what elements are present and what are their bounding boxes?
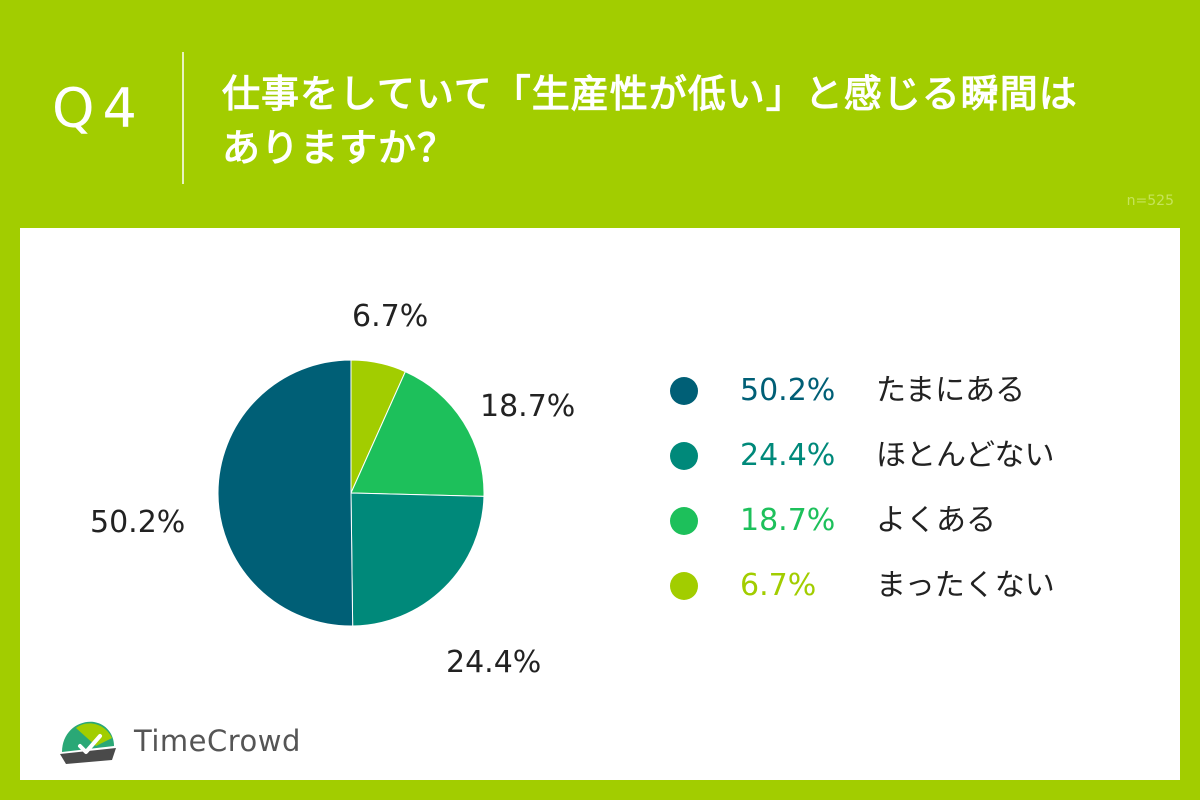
legend-dot <box>670 377 698 405</box>
legend-dot <box>670 572 698 600</box>
legend-item: 24.4% ほとんどない <box>670 436 1170 476</box>
timecrowd-logo: TimeCrowd <box>56 716 356 766</box>
legend-item: 6.7% まったくない <box>670 566 1170 606</box>
legend-label: ほとんどない <box>876 438 1055 473</box>
legend-label: よくある <box>876 503 996 538</box>
sample-size-label: n=525 <box>1126 193 1174 209</box>
chart-panel: 6.7% 18.7% 24.4% 50.2% 50.2% たまにある 24.4%… <box>20 228 1180 780</box>
legend-item: 18.7% よくある <box>670 501 1170 541</box>
timecrowd-logo-icon <box>60 721 116 764</box>
data-label-slice-1: 18.7% <box>480 389 576 424</box>
data-label-slice-3: 50.2% <box>90 505 186 540</box>
data-label-slice-2: 24.4% <box>446 645 542 680</box>
pie-chart <box>217 359 485 627</box>
data-label-slice-0: 6.7% <box>352 299 429 334</box>
legend-dot <box>670 442 698 470</box>
pie-slice-1 <box>350 370 485 497</box>
question-number: Q4 <box>52 77 145 140</box>
pie-slice-3 <box>217 359 354 627</box>
pie-slice-2 <box>350 492 485 627</box>
legend-item: 50.2% たまにある <box>670 371 1170 411</box>
timecrowd-logo-text: TimeCrowd <box>134 724 301 758</box>
header: Q4 仕事をしていて「生産性が低い」と感じる瞬間は ありますか？ n=525 <box>0 0 1200 225</box>
legend-label: まったくない <box>876 568 1055 603</box>
legend-dot <box>670 507 698 535</box>
legend-percent: 6.7% <box>740 568 817 603</box>
legend-label: たまにある <box>876 373 1026 408</box>
legend-percent: 50.2% <box>740 373 836 408</box>
question-title: 仕事をしていて「生産性が低い」と感じる瞬間は ありますか？ <box>222 68 1182 176</box>
question-title-line1: 仕事をしていて「生産性が低い」と感じる瞬間は <box>222 72 1078 116</box>
question-title-line2: ありますか？ <box>222 125 457 170</box>
legend-percent: 18.7% <box>740 503 836 538</box>
legend-percent: 24.4% <box>740 438 836 473</box>
header-divider <box>182 52 184 184</box>
